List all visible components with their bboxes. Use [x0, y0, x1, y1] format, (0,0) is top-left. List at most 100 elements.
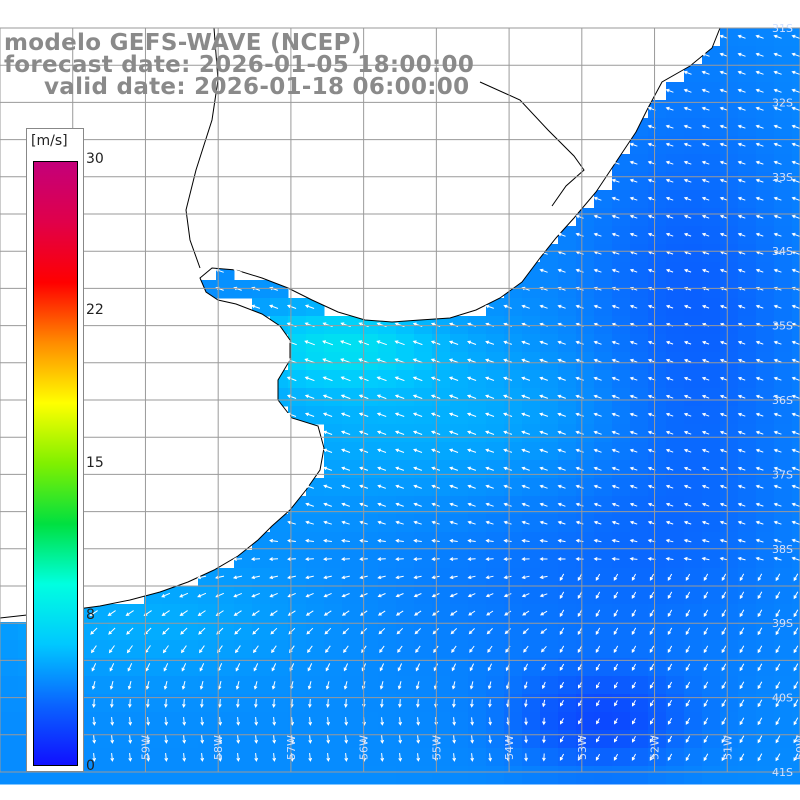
colorbar-tick-22: 22	[86, 302, 104, 318]
wind-speed-cell	[306, 568, 325, 587]
wind-arrow	[791, 502, 800, 507]
wind-arrow	[755, 160, 764, 165]
wind-speed-cell	[774, 334, 793, 353]
wind-speed-cell	[738, 46, 757, 65]
wind-speed-cell	[684, 532, 703, 551]
wind-speed-cell	[666, 82, 685, 101]
wind-arrow	[414, 628, 422, 635]
wind-arrow	[611, 412, 620, 417]
wind-arrow	[146, 753, 151, 762]
wind-speed-cell	[306, 676, 325, 695]
wind-arrow	[92, 699, 96, 708]
wind-speed-cell	[450, 388, 469, 407]
wind-arrow	[92, 717, 97, 726]
latitude-label: 38S	[772, 543, 793, 556]
wind-speed-cell	[360, 748, 379, 767]
wind-speed-cell	[756, 478, 775, 497]
wind-speed-cell	[702, 586, 721, 605]
wind-speed-cell	[486, 388, 505, 407]
wind-speed-cell	[342, 640, 361, 659]
wind-arrow	[307, 663, 313, 672]
wind-arrow	[397, 645, 403, 653]
wind-speed-cell	[612, 712, 631, 731]
wind-speed-cell	[396, 460, 415, 479]
wind-arrow	[614, 718, 618, 725]
wind-arrow	[791, 70, 800, 75]
wind-arrow	[377, 557, 386, 561]
wind-arrow	[793, 627, 799, 636]
wind-speed-cell	[702, 766, 721, 785]
wind-arrow	[719, 124, 728, 129]
wind-arrow	[540, 645, 547, 653]
wind-speed-cell	[252, 658, 271, 677]
wind-speed-cell	[666, 370, 685, 389]
wind-speed-cell	[252, 280, 271, 299]
wind-arrow	[755, 376, 764, 381]
wind-arrow	[196, 575, 207, 580]
wind-speed-cell	[720, 532, 739, 551]
wind-arrow	[557, 376, 566, 381]
wind-speed-cell	[450, 550, 469, 569]
wind-speed-cell	[144, 604, 163, 623]
wind-speed-cell	[504, 370, 523, 389]
wind-arrow	[593, 502, 602, 507]
wind-arrow	[719, 394, 728, 399]
wind-arrow	[92, 753, 97, 762]
wind-speed-cell	[342, 388, 361, 407]
wind-speed-cell	[288, 388, 307, 407]
wind-speed-cell	[594, 550, 613, 569]
wind-arrow	[739, 645, 745, 654]
wind-speed-cell	[594, 244, 613, 263]
wind-arrow	[307, 681, 312, 690]
wind-arrow	[341, 557, 350, 561]
wind-speed-cell	[630, 406, 649, 425]
wind-speed-cell	[432, 478, 451, 497]
wind-arrow	[253, 663, 259, 672]
wind-arrow	[755, 556, 764, 561]
wind-speed-cell	[396, 514, 415, 533]
wind-speed-cell	[486, 406, 505, 425]
wind-speed-cell	[702, 496, 721, 515]
wind-arrow	[629, 502, 638, 507]
wind-arrow	[793, 609, 799, 618]
wind-arrow	[449, 520, 458, 525]
wind-speed-cell	[738, 406, 757, 425]
wind-speed-cell	[684, 190, 703, 209]
wind-speed-cell	[702, 712, 721, 731]
wind-speed-cell	[666, 406, 685, 425]
wind-arrow	[701, 394, 710, 399]
wind-arrow	[341, 538, 350, 543]
wind-speed-cell	[612, 280, 631, 299]
wind-speed-cell	[288, 334, 307, 353]
wind-speed-cell	[684, 586, 703, 605]
wind-arrow	[470, 753, 474, 762]
wind-speed-cell	[738, 766, 757, 785]
wind-arrow	[773, 484, 782, 489]
wind-speed-cell	[684, 298, 703, 317]
wind-arrow	[791, 106, 800, 111]
wind-arrow	[719, 70, 728, 75]
wind-arrow	[701, 214, 710, 219]
wind-speed-cell	[594, 442, 613, 461]
wind-speed-cell	[540, 442, 559, 461]
wind-speed-cell	[720, 64, 739, 83]
wind-speed-cell	[720, 514, 739, 533]
wind-speed-cell	[450, 406, 469, 425]
wind-speed-cell	[342, 766, 361, 785]
wind-speed-cell	[522, 370, 541, 389]
wind-speed-cell	[540, 334, 559, 353]
wind-speed-cell	[108, 658, 127, 677]
wind-speed-cell	[576, 208, 595, 227]
wind-arrow	[235, 680, 240, 690]
wind-arrow	[737, 124, 746, 129]
wind-arrow	[449, 593, 458, 598]
wind-speed-cell	[468, 370, 487, 389]
wind-speed-cell	[414, 370, 433, 389]
wind-speed-cell	[630, 172, 649, 191]
wind-arrow	[629, 430, 638, 435]
wind-speed-cell	[630, 370, 649, 389]
wind-speed-cell	[630, 748, 649, 767]
wind-arrow	[323, 575, 332, 580]
wind-speed-cell	[702, 262, 721, 281]
